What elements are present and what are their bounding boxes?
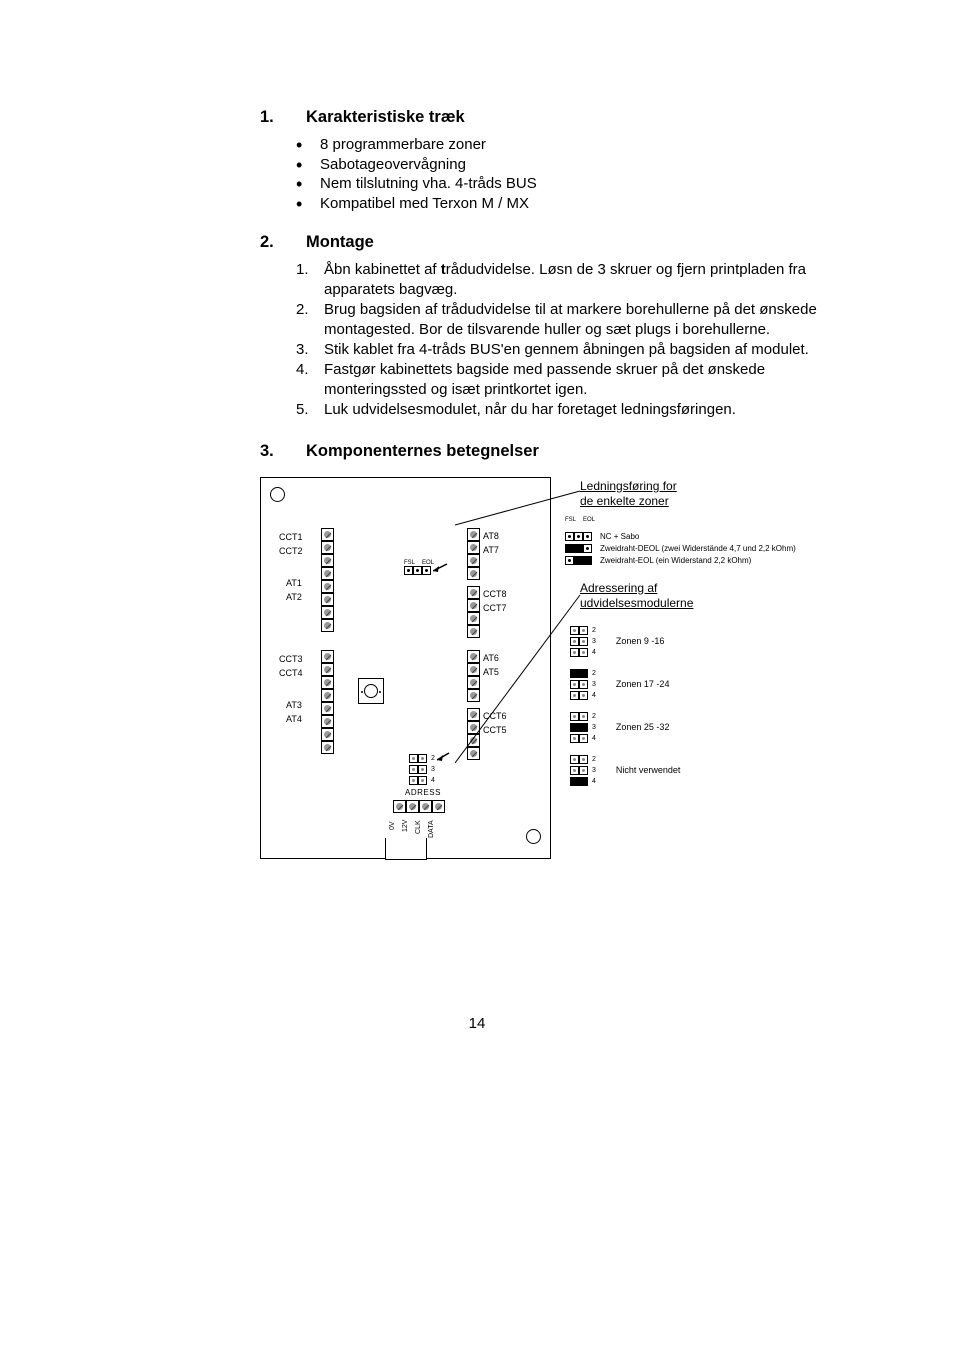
connector-line (455, 591, 585, 771)
jumper-num: 3 (592, 767, 596, 774)
steps-list: Åbn kabinettet af trådudvidelse. Løsn de… (296, 260, 820, 420)
section-3-title: 3.Komponenternes betegnelser (260, 442, 820, 461)
jumper-num: 3 (592, 638, 596, 645)
jumper-num: 4 (592, 778, 596, 785)
jumper-num: 3 (431, 766, 435, 773)
jumper-num: 4 (431, 777, 435, 784)
zone-label: Zonen 17 -24 (616, 679, 670, 689)
page-number: 14 (0, 1015, 954, 1032)
section-3-num: 3. (260, 442, 306, 461)
address-settings: 2 3 4 Zonen 9 -16 2 3 4 Zonen 17 -24 2 (570, 625, 680, 787)
step-item: Åbn kabinettet af trådudvidelse. Løsn de… (296, 260, 820, 300)
label-cct1: CCT1 (279, 532, 303, 542)
jumper-num: 2 (592, 713, 596, 720)
step-item: Stik kablet fra 4-tråds BUS'en gennem åb… (296, 340, 820, 360)
addr-title-l2: udvidelsesmodulerne (580, 596, 693, 612)
label-cct4: CCT4 (279, 668, 303, 678)
legend-nc-sabo: NC + Sabo (600, 532, 639, 541)
label-at7: AT7 (483, 545, 499, 555)
label-cct2: CCT2 (279, 546, 303, 556)
jumper-num: 2 (431, 755, 435, 762)
section-2-title: 2.Montage (260, 233, 820, 252)
step-item: Luk udvidelsesmodulet, når du har foreta… (296, 400, 820, 420)
address-jumper: 2 3 4 (409, 753, 435, 786)
cable-cutout (385, 838, 427, 860)
section-1-title: 1.Karakteristiske træk (260, 108, 820, 127)
feature-item: Kompatibel med Terxon M / MX (296, 194, 820, 214)
eol-label: EOL (583, 517, 592, 523)
zone-label: Zonen 9 -16 (616, 636, 665, 646)
label-at3: AT3 (286, 700, 302, 710)
diagram: CCT1 CCT2 AT1 AT2 CCT3 CCT4 AT3 AT4 AT8 … (260, 477, 954, 877)
zone-label: Nicht verwendet (616, 765, 681, 775)
terminal-block-left-upper (321, 528, 334, 632)
wiring-title-l2: de enkelte zoner (580, 494, 677, 510)
legend-eol: Zweidraht-EOL (ein Widerstand 2,2 kOhm) (600, 556, 751, 565)
jumper-num: 2 (592, 756, 596, 763)
section-1-text: Karakteristiske træk (306, 108, 465, 126)
label-cct3: CCT3 (279, 654, 303, 664)
jumper-num: 3 (592, 724, 596, 731)
feature-item: Sabotageovervågning (296, 155, 820, 175)
label-at2: AT2 (286, 592, 302, 602)
addr-title-l1: Adressering af (580, 581, 693, 597)
fsl-eol-legend: FSL EOL (565, 517, 592, 523)
legend-deol: Zweidraht-DEOL (zwei Widerstände 4,7 und… (600, 544, 796, 553)
jumper-num: 4 (592, 692, 596, 699)
section-2-text: Montage (306, 233, 374, 251)
section-1-num: 1. (260, 108, 306, 127)
jumper-num: 2 (592, 670, 596, 677)
wiring-legend: NC + Sabo Zweidraht-DEOL (zwei Widerstän… (565, 531, 796, 567)
mount-hole-icon (270, 487, 285, 502)
section-3-text: Komponenternes betegnelser (306, 442, 539, 460)
label-at1: AT1 (286, 578, 302, 588)
arrow-icon (437, 751, 455, 765)
label-bus-0v: 0V (389, 821, 396, 830)
label-at8: AT8 (483, 531, 499, 541)
section-2-num: 2. (260, 233, 306, 252)
terminal-block-left-lower (321, 650, 334, 754)
label-at4: AT4 (286, 714, 302, 724)
feature-item: 8 programmerbare zoner (296, 135, 820, 155)
features-list: 8 programmerbare zoner Sabotageovervågni… (296, 135, 820, 213)
wiring-title-l1: Ledningsføring for (580, 479, 677, 495)
mount-hole-icon (526, 829, 541, 844)
label-bus-12v: 12V (402, 819, 409, 831)
label-adress: ADRESS (405, 788, 441, 797)
tamper-switch-icon (358, 678, 384, 704)
feature-item: Nem tilslutning vha. 4-tråds BUS (296, 174, 820, 194)
zone-label: Zonen 25 -32 (616, 722, 670, 732)
jumper-num: 4 (592, 735, 596, 742)
arrow-icon (433, 562, 453, 576)
jumper-num: 2 (592, 627, 596, 634)
jumper-num: 4 (592, 649, 596, 656)
addressing-title: Adressering af udvidelsesmodulerne (580, 581, 693, 612)
terminal-block-right-upper-a (467, 528, 480, 580)
step-item: Fastgør kabinettets bagside med passende… (296, 360, 820, 400)
step-item: Brug bagsiden af trådudvidelse til at ma… (296, 300, 820, 340)
label-bus-data: DATA (428, 820, 435, 838)
step1-a: Åbn kabinettet af (324, 261, 441, 278)
label-bus-clk: CLK (415, 820, 422, 834)
wiring-title: Ledningsføring for de enkelte zoner (580, 479, 677, 510)
bus-terminal-block (393, 800, 445, 813)
fsl-label: FSL (565, 517, 574, 523)
jumper-num: 3 (592, 681, 596, 688)
fsl-eol-jumper: FSL EOL (404, 560, 431, 575)
